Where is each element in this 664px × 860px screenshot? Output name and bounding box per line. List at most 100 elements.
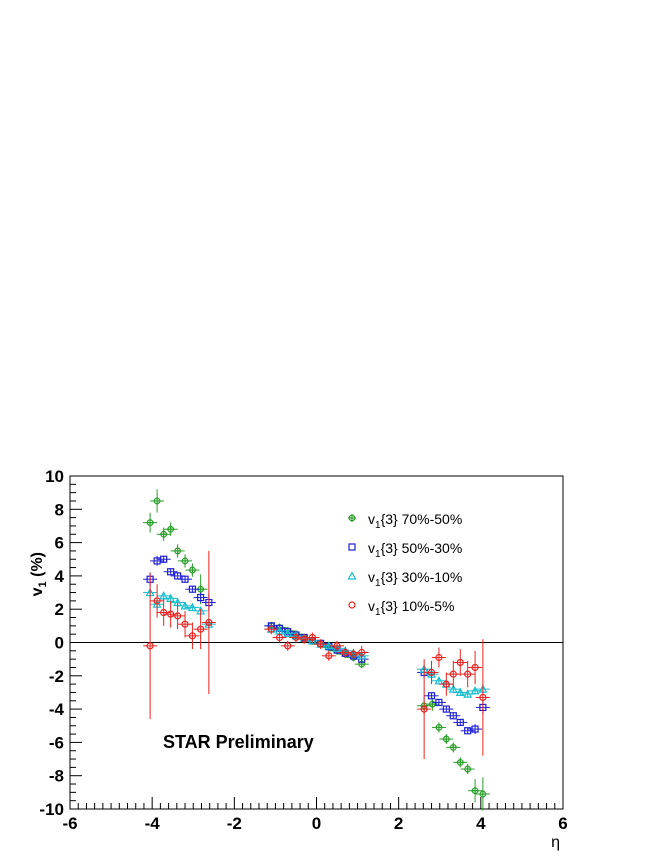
x-tick-label: 6 xyxy=(558,814,567,833)
data-point xyxy=(197,625,205,633)
data-point xyxy=(284,642,292,650)
series-3 xyxy=(143,550,490,760)
data-point xyxy=(348,543,356,551)
data-point xyxy=(471,663,479,672)
data-point xyxy=(478,790,487,799)
y-tick-label: 6 xyxy=(55,534,64,553)
data-point xyxy=(420,705,428,713)
data-point xyxy=(159,591,169,600)
data-point xyxy=(283,628,293,637)
data-point xyxy=(428,700,437,709)
data-point xyxy=(174,612,182,620)
data-point xyxy=(187,602,197,612)
data-point xyxy=(427,692,436,700)
data-point xyxy=(181,556,190,565)
legend-label: v1{3} 70%-50% xyxy=(368,511,462,531)
data-point xyxy=(181,575,189,583)
y-axis-title: v1 (%) xyxy=(29,552,49,596)
data-point xyxy=(442,735,451,744)
data-point xyxy=(434,723,443,732)
data-point xyxy=(455,687,465,697)
x-tick-label: -6 xyxy=(62,814,77,833)
y-tick-label: -8 xyxy=(49,767,64,786)
data-point xyxy=(341,648,349,657)
x-tick-label: -4 xyxy=(145,814,161,833)
data-point xyxy=(159,530,168,539)
data-point xyxy=(456,758,465,767)
star-preliminary-annotation: STAR Preliminary xyxy=(163,732,314,752)
data-point xyxy=(205,618,213,627)
data-point xyxy=(153,597,161,605)
data-point xyxy=(456,718,464,727)
y-tick-label: -2 xyxy=(49,667,64,686)
legend: v1{3} 70%-50% v1{3} 50%-30% v1{3} 30%-10% v… xyxy=(347,511,462,618)
data-point xyxy=(464,727,472,735)
data-point xyxy=(167,568,175,576)
y-tick-label: 0 xyxy=(55,634,64,653)
data-point xyxy=(160,555,168,563)
y-tick-labels: -10 -8 -6 -4 -2 0 2 4 6 8 10 xyxy=(39,467,64,819)
data-point xyxy=(427,668,436,677)
y-tick-label: 2 xyxy=(55,600,64,619)
data-point xyxy=(471,786,480,795)
data-point xyxy=(174,572,182,580)
data-point xyxy=(463,765,472,774)
data-point xyxy=(160,608,168,617)
legend-label: v1{3} 10%-5% xyxy=(368,598,455,618)
data-point xyxy=(325,652,333,660)
x-tick-label: 4 xyxy=(476,814,486,833)
data-point xyxy=(456,658,464,667)
data-point xyxy=(449,743,458,752)
legend-item: v1{3} 30%-10% xyxy=(347,569,462,589)
legend-item: v1{3} 50%-30% xyxy=(348,540,462,560)
data-point xyxy=(471,725,479,733)
data-point xyxy=(349,650,358,658)
axis-ticks xyxy=(69,475,564,810)
x-tick-labels: -6 -4 -2 0 2 4 6 xyxy=(62,814,567,833)
data-point xyxy=(292,633,300,642)
data-point xyxy=(300,635,308,643)
data-point xyxy=(188,632,197,640)
data-point xyxy=(317,640,325,648)
data-point xyxy=(275,633,284,642)
data-point xyxy=(308,633,316,642)
data-point xyxy=(449,670,457,678)
data-point xyxy=(442,705,450,713)
data-point xyxy=(464,670,472,678)
x-tick-label: 2 xyxy=(394,814,403,833)
data-point xyxy=(153,496,162,505)
data-point xyxy=(173,546,182,555)
legend-item: v1{3} 70%-50% xyxy=(348,511,462,531)
data-point xyxy=(146,642,154,650)
data-point xyxy=(449,712,457,720)
data-point xyxy=(479,693,487,702)
series-0 xyxy=(143,489,490,811)
data-point xyxy=(267,625,275,633)
y-tick-label: 4 xyxy=(55,567,65,586)
data-point xyxy=(434,676,444,685)
data-point xyxy=(188,566,197,575)
data-point xyxy=(181,620,189,628)
data-point xyxy=(347,571,357,580)
x-tick-label: -2 xyxy=(227,814,242,833)
data-point xyxy=(188,585,197,593)
data-point xyxy=(348,514,356,522)
data-point xyxy=(167,610,175,618)
data-point xyxy=(435,653,443,662)
y-tick-label: -4 xyxy=(49,700,65,719)
x-axis-title: η xyxy=(551,834,560,851)
legend-label: v1{3} 50%-30% xyxy=(368,540,462,560)
data-point xyxy=(180,601,190,610)
y-tick-label: 10 xyxy=(45,467,64,486)
y-tick-label: 8 xyxy=(55,500,64,519)
series-layer xyxy=(143,489,490,811)
x-tick-label: 0 xyxy=(312,814,321,833)
data-point xyxy=(442,680,450,688)
data-point xyxy=(146,518,155,527)
y-tick-label: -6 xyxy=(49,733,64,752)
data-point xyxy=(463,689,473,698)
data-point xyxy=(197,593,205,602)
data-point xyxy=(470,686,480,695)
legend-item: v1{3} 10%-5% xyxy=(348,598,455,618)
